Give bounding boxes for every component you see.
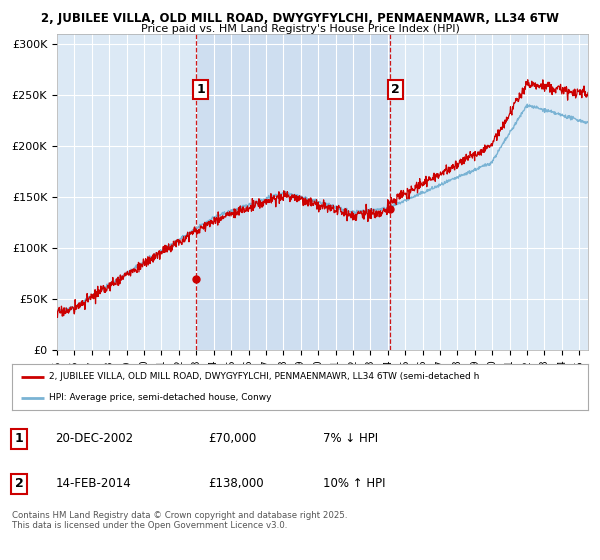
Bar <box>196 34 390 350</box>
Text: 1: 1 <box>197 83 205 96</box>
Text: 14-FEB-2014: 14-FEB-2014 <box>55 477 131 491</box>
Text: HPI: Average price, semi-detached house, Conwy: HPI: Average price, semi-detached house,… <box>49 394 272 403</box>
Text: Contains HM Land Registry data © Crown copyright and database right 2025.
This d: Contains HM Land Registry data © Crown c… <box>12 511 347 530</box>
Text: Price paid vs. HM Land Registry's House Price Index (HPI): Price paid vs. HM Land Registry's House … <box>140 24 460 34</box>
Text: 2, JUBILEE VILLA, OLD MILL ROAD, DWYGYFYLCHI, PENMAENMAWR, LL34 6TW: 2, JUBILEE VILLA, OLD MILL ROAD, DWYGYFY… <box>41 12 559 25</box>
Text: £138,000: £138,000 <box>208 477 263 491</box>
Text: 2: 2 <box>391 83 400 96</box>
Text: £70,000: £70,000 <box>208 432 256 445</box>
Text: 10% ↑ HPI: 10% ↑ HPI <box>323 477 386 491</box>
Text: 20-DEC-2002: 20-DEC-2002 <box>55 432 133 445</box>
Text: 2: 2 <box>14 477 23 491</box>
Text: 2, JUBILEE VILLA, OLD MILL ROAD, DWYGYFYLCHI, PENMAENMAWR, LL34 6TW (semi-detach: 2, JUBILEE VILLA, OLD MILL ROAD, DWYGYFY… <box>49 372 480 381</box>
Text: 1: 1 <box>14 432 23 445</box>
Text: 7% ↓ HPI: 7% ↓ HPI <box>323 432 378 445</box>
